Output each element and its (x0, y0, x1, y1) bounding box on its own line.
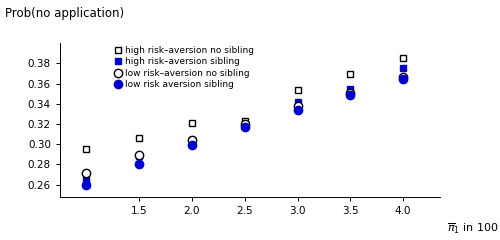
high risk–aversion no sibling (136, 137, 142, 140)
high risk–aversion sibling (348, 87, 354, 90)
low risk aversion sibling (348, 93, 354, 96)
low risk aversion sibling (136, 163, 142, 166)
low risk–aversion no sibling (242, 123, 248, 126)
high risk–aversion no sibling (400, 57, 406, 60)
Text: $\overline{\pi}_1$ in 100 Euro: $\overline{\pi}_1$ in 100 Euro (447, 222, 500, 236)
low risk aversion sibling (189, 144, 195, 147)
Line: high risk–aversion sibling: high risk–aversion sibling (83, 65, 406, 182)
low risk aversion sibling (242, 126, 248, 128)
high risk–aversion no sibling (84, 148, 89, 151)
high risk–aversion no sibling (242, 120, 248, 122)
low risk aversion sibling (400, 77, 406, 80)
high risk–aversion sibling (400, 67, 406, 70)
low risk aversion sibling (294, 108, 300, 111)
low risk–aversion no sibling (348, 91, 354, 94)
low risk–aversion no sibling (136, 154, 142, 157)
high risk–aversion sibling (189, 139, 195, 142)
Line: high risk–aversion no sibling: high risk–aversion no sibling (83, 55, 406, 153)
Line: low risk–aversion no sibling: low risk–aversion no sibling (82, 72, 407, 177)
low risk–aversion no sibling (294, 104, 300, 107)
Line: low risk aversion sibling: low risk aversion sibling (82, 74, 407, 189)
high risk–aversion no sibling (348, 72, 354, 75)
high risk–aversion no sibling (189, 122, 195, 125)
low risk aversion sibling (84, 183, 89, 186)
Legend: high risk–aversion no sibling, high risk–aversion sibling, low risk–aversion no : high risk–aversion no sibling, high risk… (114, 46, 254, 89)
high risk–aversion sibling (242, 125, 248, 127)
low risk–aversion no sibling (189, 139, 195, 142)
high risk–aversion sibling (84, 177, 89, 180)
high risk–aversion no sibling (294, 88, 300, 91)
high risk–aversion sibling (294, 100, 300, 103)
low risk–aversion no sibling (400, 75, 406, 78)
Text: Prob(no application): Prob(no application) (5, 7, 124, 20)
low risk–aversion no sibling (84, 171, 89, 174)
high risk–aversion sibling (136, 155, 142, 158)
